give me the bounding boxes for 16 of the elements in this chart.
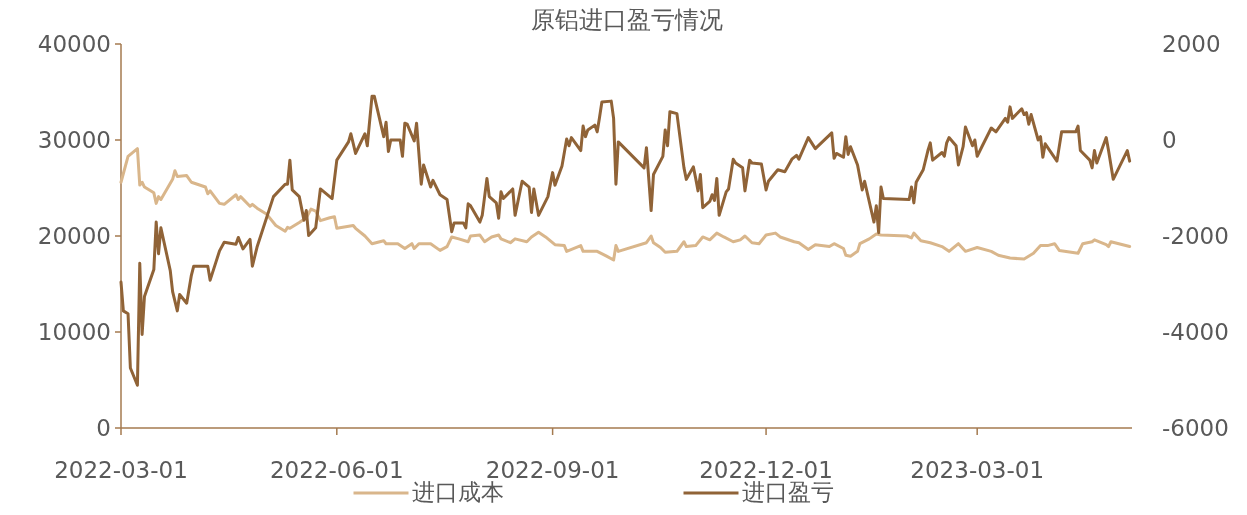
legend-label: 进口成本 <box>411 479 504 505</box>
y-tick-label: 20000 <box>37 223 111 249</box>
x-tick-label: 2023-03-01 <box>910 457 1045 483</box>
y-tick-label: 0 <box>96 415 111 441</box>
legend-label: 进口盈亏 <box>741 479 834 505</box>
y-tick-label: 30000 <box>37 127 111 153</box>
x-tick-label: 2022-06-01 <box>269 457 404 483</box>
y2-tick-label: -2000 <box>1162 223 1229 249</box>
x-tick-label: 2022-03-01 <box>54 457 188 483</box>
y2-tick-label: -6000 <box>1162 415 1229 441</box>
y2-tick-label: 0 <box>1162 127 1177 153</box>
y-tick-label: 40000 <box>37 31 111 57</box>
y2-tick-label: -4000 <box>1162 319 1229 345</box>
y-tick-label: 10000 <box>37 319 111 345</box>
y2-tick-label: 2000 <box>1162 31 1221 57</box>
title: 原铝进口盈亏情况 <box>530 6 723 34</box>
